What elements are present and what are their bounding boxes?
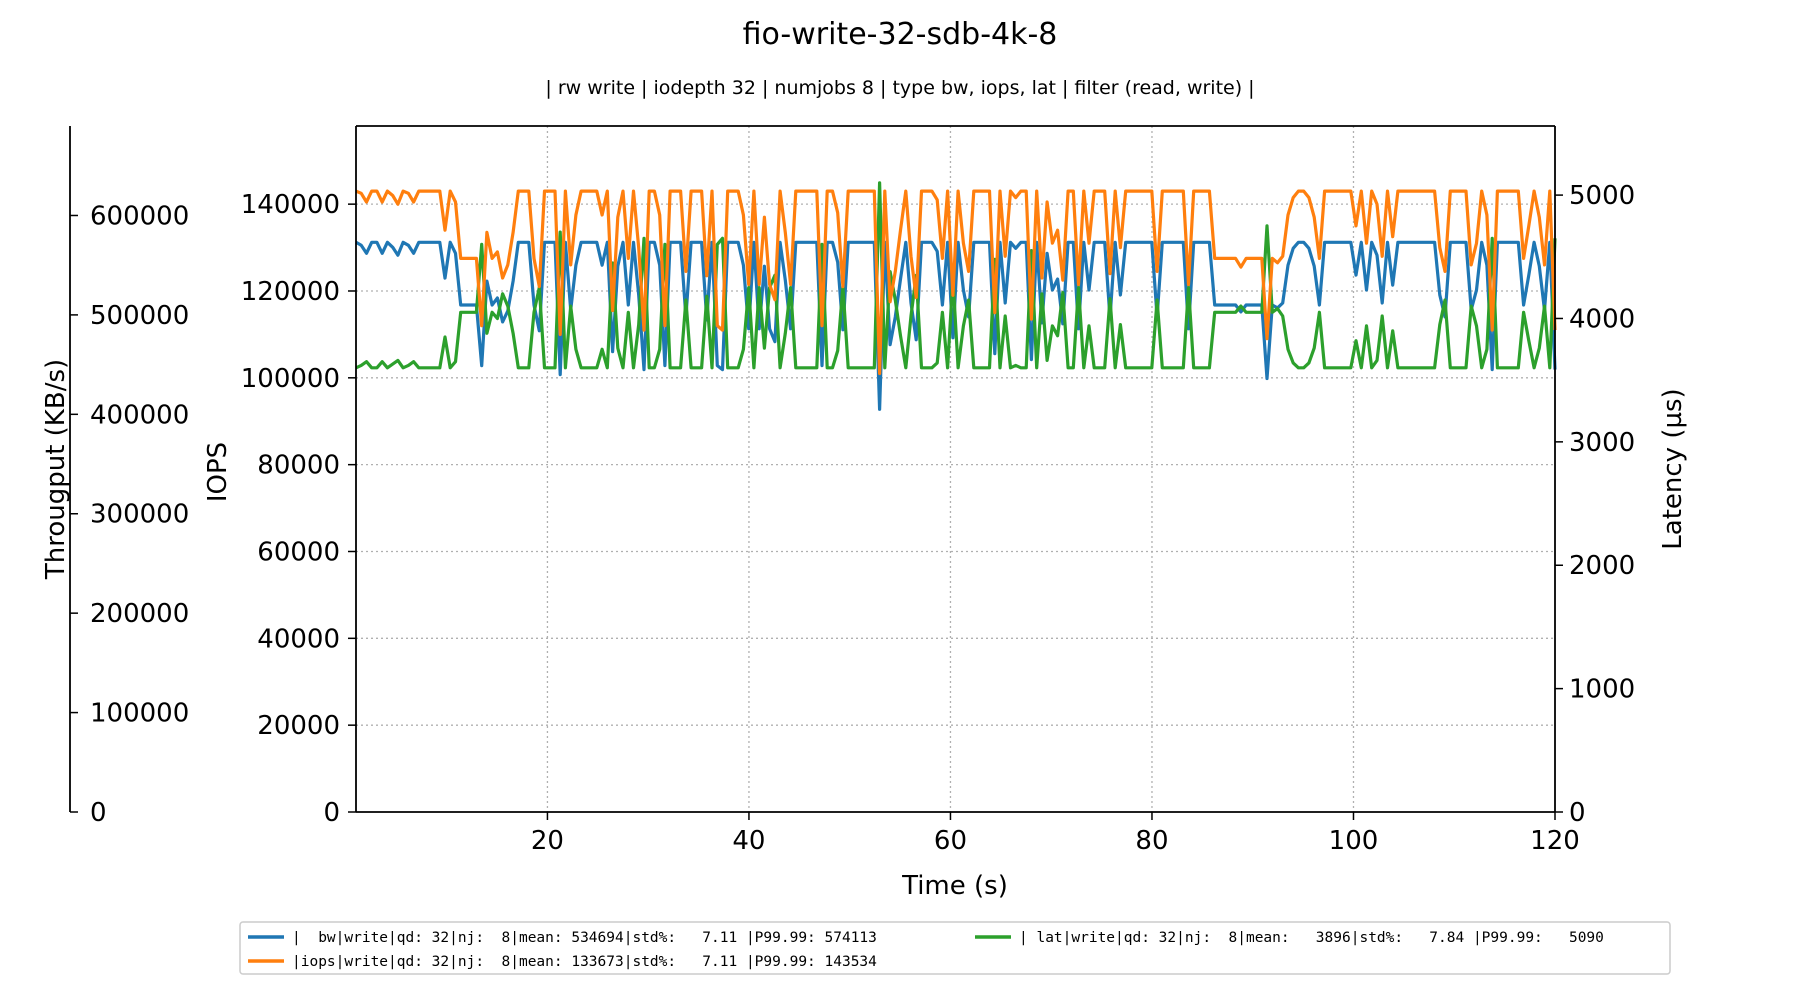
iops-tick-label: 0 xyxy=(323,798,340,828)
grid xyxy=(356,126,1555,812)
legend-box xyxy=(239,921,1671,975)
iops-tick-label: 40000 xyxy=(257,624,340,654)
latency-tick-label: 4000 xyxy=(1569,304,1635,334)
throughput-tick-label: 100000 xyxy=(90,699,189,729)
x-tick-label: 80 xyxy=(1135,826,1168,856)
series-line-iops xyxy=(355,189,1557,376)
throughput-tick-label: 300000 xyxy=(90,500,189,530)
x-tick-label: 60 xyxy=(934,826,967,856)
legend: | bw|write|qd: 32|nj: 8|mean: 534694|std… xyxy=(239,921,1671,975)
x-tick-label: 40 xyxy=(732,826,765,856)
legend-label: | bw|write|qd: 32|nj: 8|mean: 534694|std… xyxy=(292,930,877,946)
x-tick-label: 20 xyxy=(531,826,564,856)
plot-lines xyxy=(355,181,1557,411)
latency-axis-label: Latency (µs) xyxy=(1658,388,1688,549)
ticks: 20 40 60 80 100 12002000040000600008000010000… xyxy=(70,181,1635,856)
iops-tick-label: 60000 xyxy=(257,537,340,567)
iops-tick-label: 80000 xyxy=(257,451,340,481)
throughput-axis-label: Througput (KB/s) xyxy=(41,359,71,580)
throughput-tick-label: 200000 xyxy=(90,599,189,629)
throughput-tick-label: 600000 xyxy=(90,201,189,231)
legend-items: | bw|write|qd: 32|nj: 8|mean: 534694|std… xyxy=(248,930,1604,970)
throughput-tick-label: 0 xyxy=(90,798,107,828)
iops-tick-label: 20000 xyxy=(257,711,340,741)
series-line-throughput xyxy=(355,240,1557,411)
latency-tick-label: 5000 xyxy=(1569,181,1635,211)
latency-tick-label: 1000 xyxy=(1569,675,1635,705)
x-tick-label: 120 xyxy=(1530,826,1580,856)
latency-tick-label: 3000 xyxy=(1569,428,1635,458)
latency-tick-label: 2000 xyxy=(1569,551,1635,581)
legend-label: | lat|write|qd: 32|nj: 8|mean: 3896|std%… xyxy=(1019,930,1604,946)
axes xyxy=(69,125,1556,813)
iops-tick-label: 140000 xyxy=(241,190,340,220)
latency-tick-label: 0 xyxy=(1569,798,1586,828)
iops-tick-label: 120000 xyxy=(241,277,340,307)
iops-axis-label: IOPS xyxy=(203,442,233,502)
x-axis-label: Time (s) xyxy=(901,871,1008,901)
iops-tick-label: 100000 xyxy=(241,364,340,394)
legend-label: |iops|write|qd: 32|nj: 8|mean: 133673|st… xyxy=(292,954,877,970)
throughput-tick-label: 400000 xyxy=(90,400,189,430)
chart-title: fio-write-32-sdb-4k-8 xyxy=(743,17,1058,52)
series-line-latency xyxy=(355,181,1557,370)
throughput-tick-label: 500000 xyxy=(90,301,189,331)
chart-subtitle: | rw write | iodepth 32 | numjobs 8 | ty… xyxy=(545,77,1254,99)
x-tick-label: 100 xyxy=(1329,826,1379,856)
